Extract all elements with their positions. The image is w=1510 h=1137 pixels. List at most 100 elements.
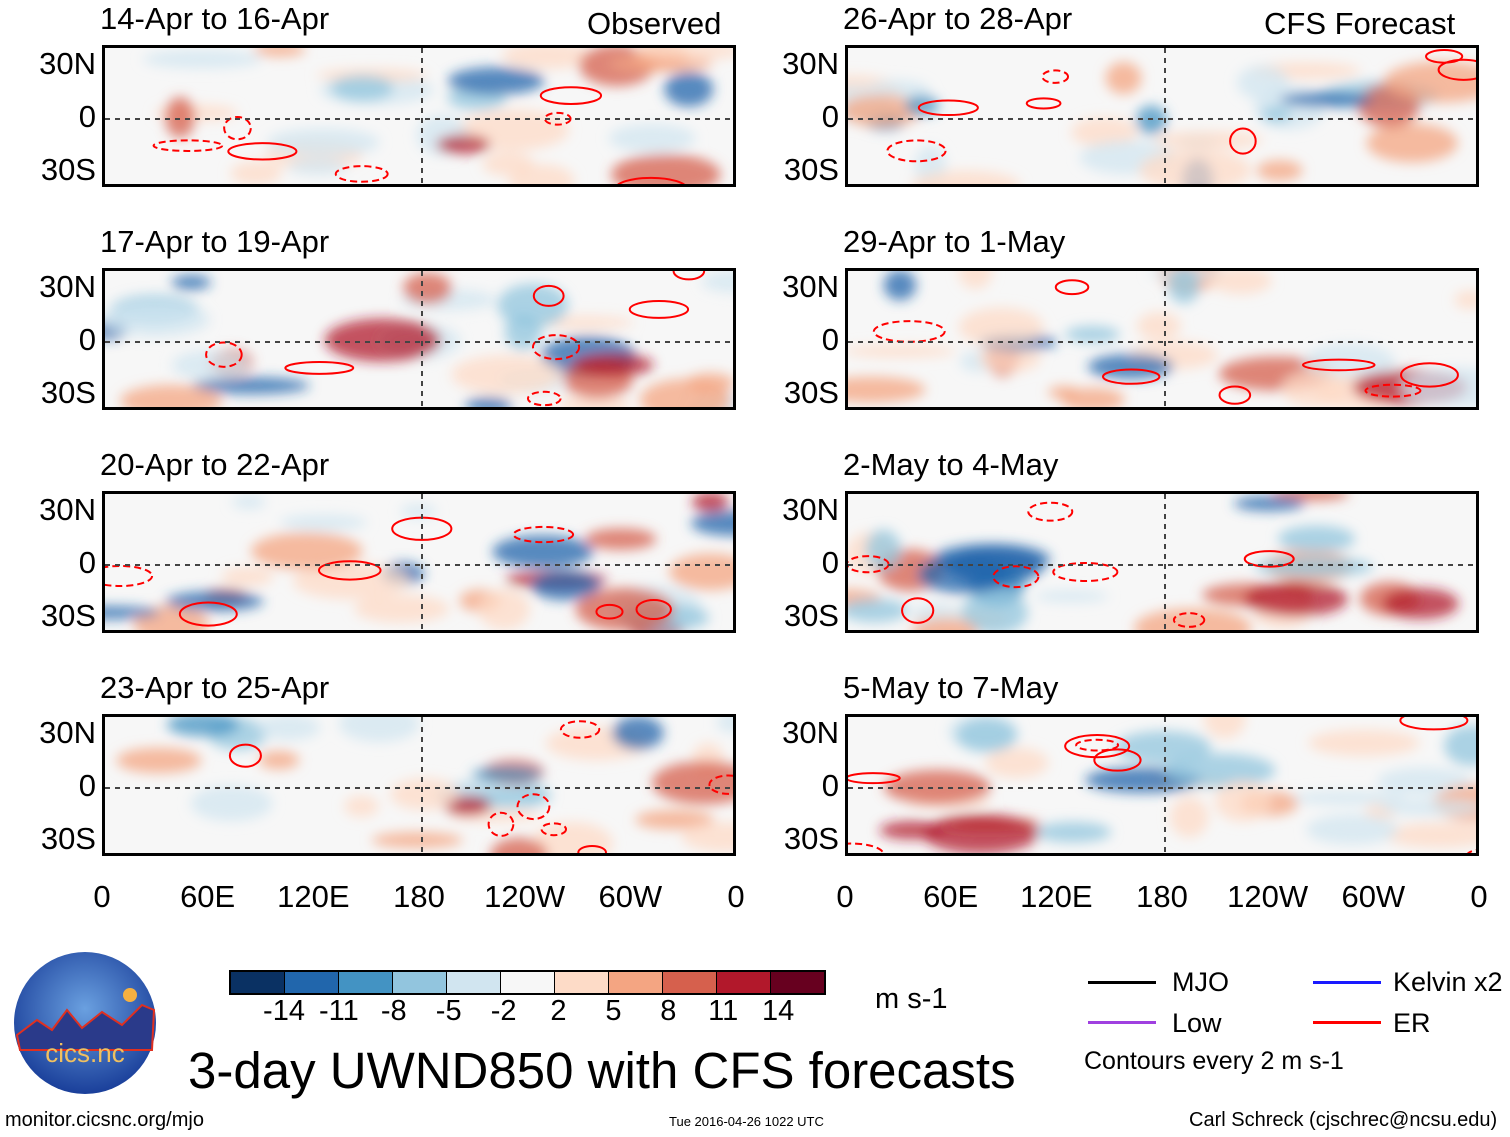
map-panel — [102, 491, 736, 633]
lat-tick-label: 30N — [782, 46, 839, 81]
wind-anomaly-blob — [1236, 65, 1289, 101]
er-contour — [516, 793, 551, 821]
figure-title: 3-day UWND850 with CFS forecasts — [188, 1042, 1016, 1099]
lat-tick-label: 30N — [39, 46, 96, 81]
wind-anomaly-blob — [865, 529, 901, 571]
er-contour — [1229, 127, 1257, 155]
wind-anomaly-blob — [669, 553, 733, 591]
footer-author: Carl Schreck (cjschrec@ncsu.edu) — [1189, 1109, 1498, 1131]
er-contour — [1041, 69, 1070, 84]
wind-anomaly-blob — [1164, 753, 1276, 788]
map-panel — [102, 268, 736, 410]
er-contour — [672, 271, 706, 281]
wind-anomaly-blob — [447, 67, 545, 95]
wind-anomaly-blob — [171, 350, 249, 381]
wind-anomaly-blob — [1139, 149, 1252, 184]
wind-anomaly-blob — [609, 56, 714, 72]
wind-anomaly-blob — [1169, 796, 1209, 838]
wind-anomaly-blob — [471, 766, 543, 782]
map-panel — [102, 714, 736, 856]
wind-anomaly-blob — [911, 618, 978, 630]
wind-anomaly-blob — [1167, 271, 1201, 304]
er-contour — [1364, 383, 1422, 398]
er-contour — [284, 361, 355, 375]
wind-anomaly-blob — [287, 158, 348, 176]
panel-title: 2-May to 4-May — [843, 447, 1059, 482]
lat-tick-label: 30N — [39, 269, 96, 304]
colorbar-tick-label: -2 — [490, 995, 517, 1027]
wind-anomaly-blob — [105, 302, 210, 338]
panel-title: 14-Apr to 16-Apr — [100, 1, 330, 36]
wind-anomaly-blob — [231, 494, 266, 510]
wind-anomaly-blob — [1244, 581, 1349, 617]
wind-anomaly-blob — [958, 271, 993, 289]
colorbar-swatch — [447, 972, 501, 993]
wind-anomaly-blob — [848, 344, 956, 358]
colorbar — [229, 970, 826, 995]
wind-anomaly-blob — [1277, 525, 1356, 553]
er-contour — [539, 86, 603, 105]
wind-anomaly-blob — [166, 717, 240, 737]
wind-anomaly-blob — [961, 591, 1028, 630]
er-contour — [1064, 734, 1131, 759]
legend-line-er — [1313, 1021, 1381, 1024]
colorbar-swatch — [339, 972, 393, 993]
er-contour — [886, 139, 947, 163]
lat-tick-label: 0 — [78, 322, 96, 357]
wind-anomaly-blob — [1209, 271, 1273, 295]
wind-anomaly-blob — [585, 528, 657, 550]
lat-tick-label: 30N — [39, 492, 96, 527]
observed-label: Observed — [587, 6, 722, 41]
wind-anomaly-blob — [557, 396, 631, 407]
er-contour — [532, 284, 565, 307]
lat-tick-label: 30S — [783, 152, 839, 187]
legend-line-low — [1088, 1021, 1156, 1024]
er-contour — [617, 176, 685, 184]
er-contour — [1052, 562, 1119, 583]
wind-anomaly-blob — [490, 837, 548, 853]
legend-label-kelvin: Kelvin x2 — [1393, 967, 1503, 997]
er-contour — [334, 165, 389, 183]
wind-anomaly-blob — [142, 49, 263, 69]
wind-anomaly-blob — [190, 785, 273, 822]
wind-anomaly-blob — [1214, 780, 1272, 822]
lat-tick-label: 30S — [40, 598, 96, 633]
wind-anomaly-blob — [508, 164, 575, 184]
lon-tick-label: 180 — [393, 879, 445, 914]
wind-anomaly-blob — [497, 283, 569, 328]
map-panel — [845, 45, 1479, 187]
lat-tick-label: 30S — [783, 598, 839, 633]
wind-anomaly-blob — [686, 372, 733, 393]
wind-anomaly-blob — [338, 717, 420, 743]
er-contour — [635, 599, 672, 621]
wind-anomaly-blob — [116, 747, 202, 774]
er-contour — [848, 842, 885, 853]
wind-anomaly-blob — [451, 354, 562, 395]
lat-tick-label: 30N — [782, 492, 839, 527]
legend-line-kelvin — [1313, 981, 1381, 984]
wind-anomaly-blob — [575, 587, 674, 630]
wind-anomaly-blob — [1444, 725, 1476, 766]
wind-anomaly-blob — [1136, 312, 1181, 340]
lat-tick-label: 0 — [821, 768, 839, 803]
lon-tick-label: 0 — [1470, 879, 1488, 914]
lon-tick-label: 180 — [1136, 879, 1188, 914]
wind-anomaly-blob — [171, 275, 212, 290]
wind-anomaly-blob — [464, 397, 513, 407]
footer-url[interactable]: monitor.cicsnc.org/mjo — [5, 1109, 204, 1131]
wind-anomaly-blob — [635, 809, 715, 830]
wind-anomaly-blob — [610, 153, 721, 184]
wind-anomaly-blob — [958, 307, 1044, 347]
er-contour — [1243, 550, 1295, 568]
wind-anomaly-blob — [478, 588, 530, 630]
wind-anomaly-blob — [1256, 160, 1303, 181]
wind-anomaly-blob — [1133, 608, 1252, 630]
colorbar-tick-label: 2 — [550, 995, 567, 1027]
er-contour — [1101, 368, 1161, 385]
wind-anomaly-blob — [1048, 385, 1080, 400]
wind-anomaly-blob — [390, 778, 460, 811]
legend-label-er: ER — [1393, 1008, 1431, 1038]
wind-anomaly-blob — [1304, 343, 1396, 382]
wind-anomaly-blob — [922, 814, 1039, 853]
